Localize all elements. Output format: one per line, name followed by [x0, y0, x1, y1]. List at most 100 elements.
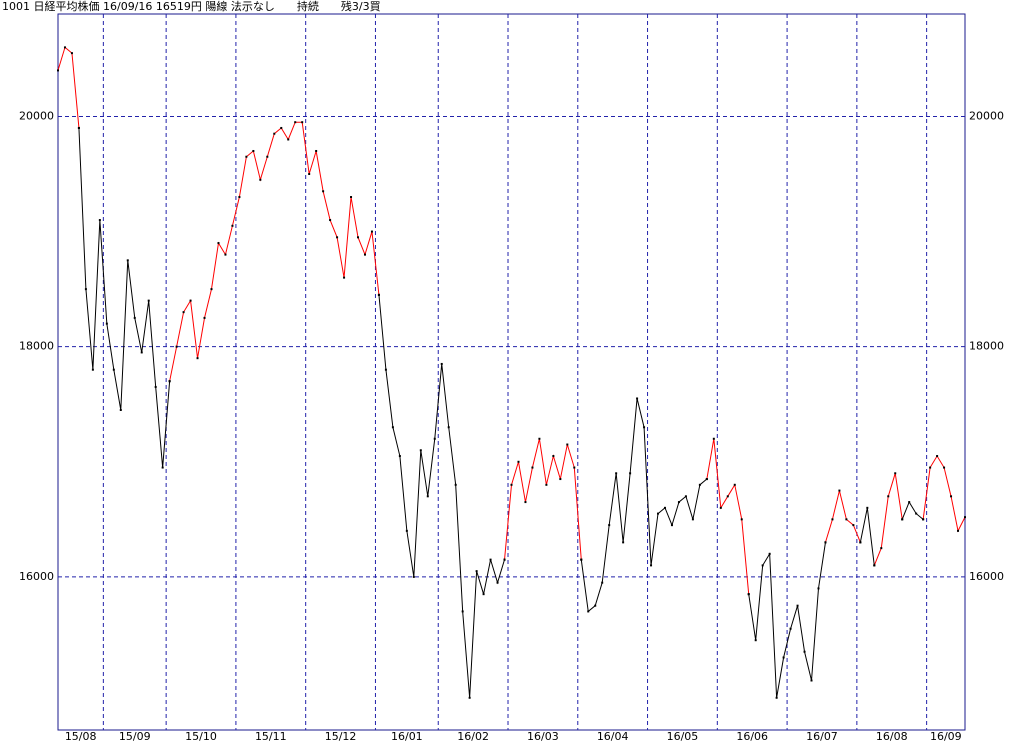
price-dot: [608, 524, 611, 527]
price-dot: [887, 495, 890, 498]
price-dot: [440, 362, 443, 365]
price-dot: [629, 472, 632, 475]
price-dot: [873, 564, 876, 567]
price-dot: [280, 126, 283, 129]
price-dot: [573, 466, 576, 469]
price-dot: [622, 541, 625, 544]
x-tick-label: 16/01: [391, 730, 423, 743]
price-dot: [552, 455, 555, 458]
price-dot: [936, 455, 939, 458]
price-dot: [643, 426, 646, 429]
price-dot: [370, 230, 373, 233]
price-dot: [119, 408, 122, 411]
price-dot: [636, 397, 639, 400]
price-dot: [691, 518, 694, 521]
price-dot: [105, 322, 108, 325]
price-dot: [657, 512, 660, 515]
price-dot: [943, 466, 946, 469]
price-dot: [594, 604, 597, 607]
price-dot: [922, 518, 925, 521]
price-dot: [587, 610, 590, 613]
price-dot: [238, 196, 241, 199]
price-dot: [482, 593, 485, 596]
price-dot: [517, 460, 520, 463]
y-tick-label: 16000: [19, 570, 54, 583]
price-dot: [112, 368, 115, 371]
price-dot: [350, 196, 353, 199]
price-dot: [196, 357, 199, 360]
price-dot: [468, 696, 471, 699]
price-dot: [817, 587, 820, 590]
x-tick-label: 15/09: [119, 730, 151, 743]
price-dot: [684, 495, 687, 498]
y-tick-label-right: 16000: [969, 570, 1004, 583]
price-dot: [503, 558, 506, 561]
price-dot: [63, 46, 66, 49]
x-tick-label: 16/06: [736, 730, 768, 743]
price-dot: [217, 242, 220, 245]
price-dot: [761, 564, 764, 567]
price-dot: [377, 293, 380, 296]
price-dot: [789, 627, 792, 630]
price-dot: [950, 495, 953, 498]
price-dot: [929, 466, 932, 469]
price-dot: [733, 483, 736, 486]
price-dot: [259, 178, 262, 181]
price-dot: [754, 639, 757, 642]
price-dot: [901, 518, 904, 521]
price-dot: [140, 351, 143, 354]
price-dot: [203, 316, 206, 319]
price-dot: [545, 483, 548, 486]
price-dot: [447, 426, 450, 429]
chart-title: 1001 日経平均株価 16/09/16 16519円 陽線 法示なし 持続 残…: [2, 0, 381, 13]
price-dot: [845, 518, 848, 521]
price-dot: [252, 149, 255, 152]
price-dot: [531, 466, 534, 469]
price-dot: [329, 219, 332, 222]
price-dot: [719, 506, 722, 509]
price-dot: [168, 380, 171, 383]
price-dot: [287, 138, 290, 141]
price-dot: [84, 288, 87, 291]
x-tick-label: 16/02: [457, 730, 489, 743]
price-dot: [740, 518, 743, 521]
price-dot: [475, 570, 478, 573]
price-dot: [670, 524, 673, 527]
price-dot: [615, 472, 618, 475]
price-dot: [315, 149, 318, 152]
price-dot: [663, 506, 666, 509]
x-tick-label: 15/12: [325, 730, 357, 743]
price-dot: [510, 483, 513, 486]
price-dot: [908, 501, 911, 504]
price-dot: [133, 316, 136, 319]
y-tick-label: 20000: [19, 109, 54, 122]
price-dot: [796, 604, 799, 607]
price-dot: [852, 524, 855, 527]
plot-frame: [57, 13, 966, 731]
price-dot: [147, 299, 150, 302]
price-dot: [775, 696, 778, 699]
price-dot: [301, 121, 304, 124]
price-dot: [91, 368, 94, 371]
price-dot: [398, 455, 401, 458]
y-tick-label: 18000: [19, 340, 54, 353]
price-dot: [224, 253, 227, 256]
price-dot: [384, 368, 387, 371]
price-dot: [489, 558, 492, 561]
price-dot: [391, 426, 394, 429]
price-dot: [894, 472, 897, 475]
price-dot: [308, 173, 311, 176]
price-dot: [726, 495, 729, 498]
price-dot: [189, 299, 192, 302]
price-dot: [705, 478, 708, 481]
price-dot: [336, 236, 339, 239]
price-dot: [426, 495, 429, 498]
price-dot: [782, 656, 785, 659]
price-dot: [182, 311, 185, 314]
price-dot: [161, 466, 164, 469]
price-dot: [677, 501, 680, 504]
price-dot: [650, 564, 653, 567]
x-tick-label: 15/08: [65, 730, 97, 743]
price-dot: [245, 155, 248, 158]
